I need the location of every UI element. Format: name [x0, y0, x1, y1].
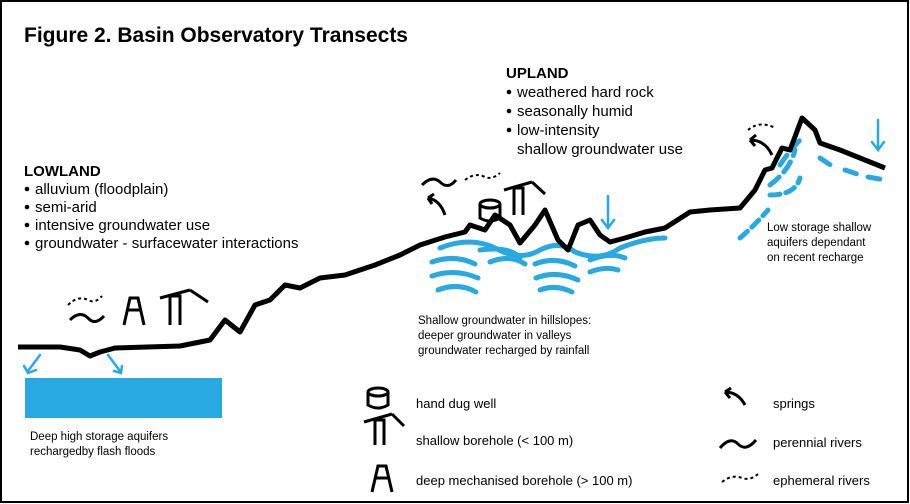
bullet: [507, 128, 512, 133]
legend-label: perennial rivers: [773, 435, 862, 450]
bullet-text: groundwater - surfacewater interactions: [35, 235, 298, 252]
annotation: Shallow groundwater in hillslopes:: [418, 315, 591, 327]
bullet-text: intensive groundwater use: [35, 217, 210, 234]
annotation: aquifers dependant: [767, 237, 866, 249]
annotation: Deep high storage aquifers: [30, 431, 168, 443]
legend-label: ephemeral rivers: [773, 473, 870, 488]
annotation: deeper groundwater in valleys: [418, 330, 572, 342]
legend-label: deep mechanised borehole (> 100 m): [416, 473, 632, 488]
bullet: [507, 109, 512, 114]
bullet-text: weathered hard rock: [516, 84, 654, 101]
annotation: on recent recharge: [767, 252, 864, 264]
bullet: [507, 90, 512, 95]
legend-label: shallow borehole (< 100 m): [416, 433, 573, 448]
bullet-text: seasonally humid: [517, 103, 633, 120]
annotation: rechargedby flash floods: [30, 446, 156, 458]
bullet: [25, 187, 30, 192]
bullet-text: alluvium (floodplain): [35, 181, 168, 198]
heading: LOWLAND: [24, 163, 101, 180]
annotation: groundwater recharged by rainfall: [418, 345, 589, 357]
legend-label: hand dug well: [416, 396, 496, 411]
bullet: [25, 205, 30, 210]
heading: UPLAND: [506, 65, 569, 82]
bullet: [25, 241, 30, 246]
annotation: Low storage shallow: [767, 222, 872, 234]
bullet-text: low-intensity: [517, 122, 600, 139]
bullet-text: semi-arid: [35, 199, 97, 216]
title: Figure 2. Basin Observatory Transects: [24, 24, 408, 47]
bullet-text: shallow groundwater use: [517, 141, 683, 158]
bullet: [25, 223, 30, 228]
diagram: Figure 2. Basin Observatory Transects LO…: [0, 0, 910, 504]
legend-label: springs: [773, 396, 815, 411]
